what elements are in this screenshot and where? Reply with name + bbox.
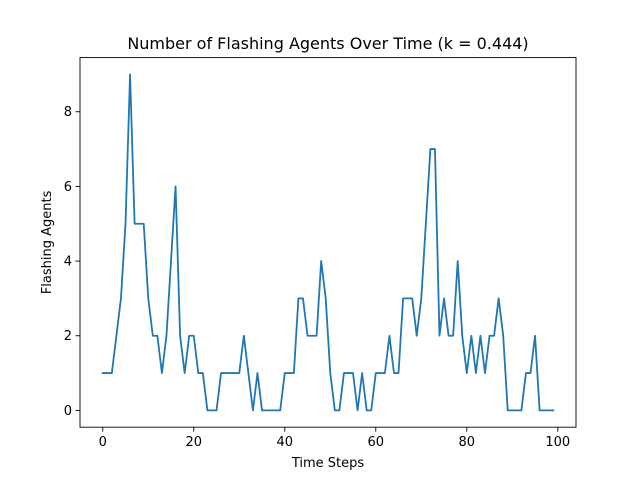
series-layer (101, 73, 555, 412)
x-tick-label: 40 (276, 435, 293, 450)
x-axis-label: Time Steps (291, 456, 365, 471)
x-tick-label: 0 (99, 435, 107, 450)
y-tick-label: 2 (64, 329, 72, 344)
y-tick-label: 0 (64, 404, 72, 419)
x-tick-label: 100 (545, 435, 570, 450)
axes-frame (79, 57, 577, 428)
plot-area (80, 57, 576, 428)
axes-layer (79, 57, 577, 428)
x-tick-label: 60 (368, 435, 385, 450)
x-tick-label: 20 (185, 435, 202, 450)
y-tick-label: 6 (64, 180, 72, 195)
y-tick-label: 8 (64, 105, 72, 120)
y-tick-label: 4 (64, 255, 72, 270)
x-tick-label: 80 (459, 435, 476, 450)
ticks-layer: 0 20 40 60 80 100 0 2 4 6 8 (64, 105, 570, 450)
y-axis-label: Flashing Agents (40, 190, 55, 294)
series-line-0 (101, 73, 555, 412)
chart-title: Number of Flashing Agents Over Time (k =… (127, 34, 528, 53)
